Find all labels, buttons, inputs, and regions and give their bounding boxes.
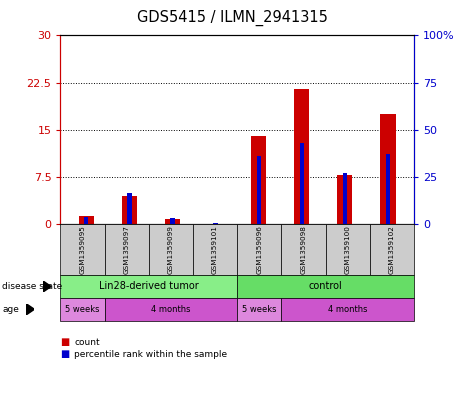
- Bar: [127, 193, 132, 224]
- Text: ■: ■: [60, 349, 70, 359]
- Bar: [337, 175, 352, 224]
- Text: GDS5415 / ILMN_2941315: GDS5415 / ILMN_2941315: [137, 10, 328, 26]
- Bar: [343, 173, 347, 224]
- Text: Lin28-derived tumor: Lin28-derived tumor: [99, 281, 199, 292]
- Text: GSM1359101: GSM1359101: [212, 225, 218, 274]
- Text: GSM1359100: GSM1359100: [345, 225, 351, 274]
- Text: 4 months: 4 months: [328, 305, 367, 314]
- Bar: [165, 219, 180, 224]
- Text: age: age: [2, 305, 19, 314]
- Text: GSM1359102: GSM1359102: [389, 225, 395, 274]
- Bar: [380, 114, 396, 224]
- Text: control: control: [309, 281, 342, 292]
- Text: percentile rank within the sample: percentile rank within the sample: [74, 350, 227, 358]
- Text: ■: ■: [60, 337, 70, 347]
- Text: GSM1359095: GSM1359095: [80, 225, 86, 274]
- Bar: [251, 136, 266, 224]
- Text: GSM1359097: GSM1359097: [124, 225, 130, 274]
- Text: disease state: disease state: [2, 282, 63, 291]
- Text: 5 weeks: 5 weeks: [242, 305, 277, 314]
- Text: GSM1359098: GSM1359098: [300, 225, 306, 274]
- Text: GSM1359099: GSM1359099: [168, 225, 174, 274]
- Text: count: count: [74, 338, 100, 347]
- Bar: [170, 219, 175, 224]
- Bar: [257, 156, 261, 224]
- Bar: [386, 154, 390, 224]
- Bar: [84, 217, 88, 224]
- Bar: [122, 196, 137, 224]
- Bar: [213, 223, 218, 224]
- Text: 5 weeks: 5 weeks: [65, 305, 100, 314]
- Bar: [294, 89, 309, 224]
- Text: GSM1359096: GSM1359096: [256, 225, 262, 274]
- Bar: [299, 143, 304, 224]
- Text: 4 months: 4 months: [151, 305, 191, 314]
- Polygon shape: [43, 281, 51, 292]
- Bar: [79, 217, 94, 224]
- Polygon shape: [26, 303, 34, 315]
